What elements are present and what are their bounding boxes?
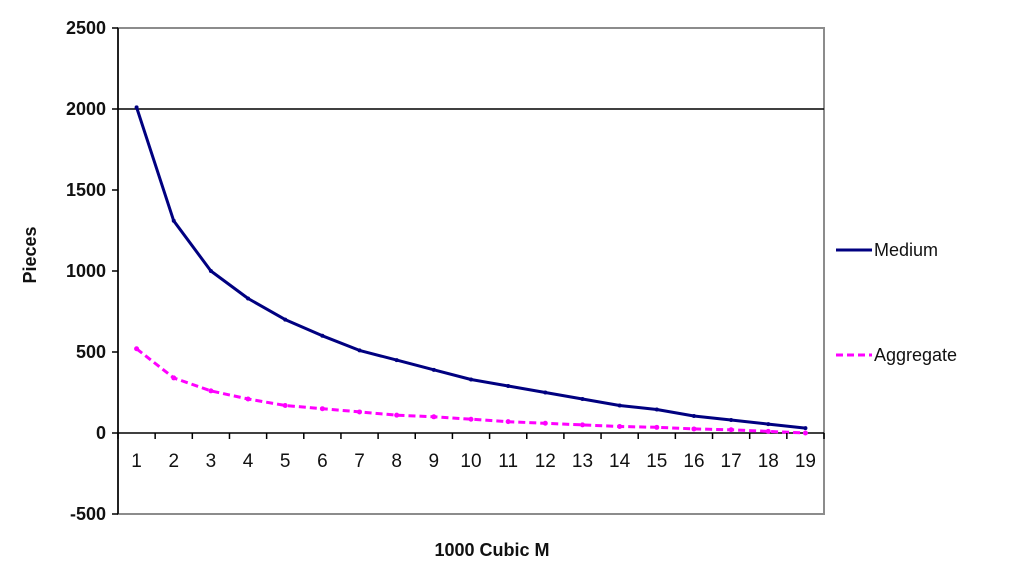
data-point-medium <box>617 403 622 408</box>
y-axis-title: Pieces <box>20 226 40 283</box>
data-point-medium <box>394 358 399 363</box>
x-tick-label: 18 <box>758 451 779 472</box>
data-point-medium <box>729 418 734 423</box>
y-tick-label: 2000 <box>66 99 106 119</box>
data-point-aggregate <box>802 430 808 436</box>
data-point-medium <box>431 367 436 372</box>
data-point-aggregate <box>542 420 548 426</box>
x-tick-label: 16 <box>683 451 704 472</box>
x-tick-label: 3 <box>206 451 217 472</box>
x-tick-label: 15 <box>646 451 667 472</box>
data-point-aggregate <box>691 426 697 432</box>
x-tick-label: 9 <box>429 451 440 472</box>
data-point-medium <box>506 384 511 389</box>
data-point-aggregate <box>579 422 585 428</box>
y-tick-label: -500 <box>70 504 106 524</box>
y-tick-label: 0 <box>96 423 106 443</box>
x-tick-label: 5 <box>280 451 291 472</box>
x-tick-label: 13 <box>572 451 593 472</box>
data-point-medium <box>766 422 771 427</box>
data-point-aggregate <box>505 419 511 425</box>
data-point-medium <box>246 296 251 301</box>
data-point-aggregate <box>171 375 177 381</box>
data-point-aggregate <box>468 416 474 422</box>
x-tick-label: 10 <box>460 451 481 472</box>
data-point-aggregate <box>282 402 288 408</box>
data-point-medium <box>320 333 325 338</box>
x-tick-label: 12 <box>535 451 556 472</box>
data-point-aggregate <box>357 409 363 415</box>
x-tick-label: 4 <box>243 451 254 472</box>
y-tick-label: 2500 <box>66 18 106 38</box>
data-point-aggregate <box>765 428 771 434</box>
data-point-medium <box>357 348 362 353</box>
x-tick-label: 8 <box>391 451 402 472</box>
data-point-medium <box>580 396 585 401</box>
x-tick-label: 17 <box>721 451 742 472</box>
data-point-aggregate <box>728 427 734 433</box>
legend: Medium Aggregate <box>836 240 957 365</box>
x-tick-label: 7 <box>354 451 365 472</box>
data-point-medium <box>654 407 659 412</box>
data-point-aggregate <box>134 346 140 352</box>
y-tick-label: 1000 <box>66 261 106 281</box>
data-point-aggregate <box>617 424 623 430</box>
data-point-aggregate <box>319 406 325 412</box>
data-point-medium <box>171 218 176 223</box>
x-tick-label: 1 <box>131 451 142 472</box>
x-tick-label: 6 <box>317 451 328 472</box>
legend-label-aggregate: Aggregate <box>874 345 957 365</box>
x-tick-label: 14 <box>609 451 631 472</box>
data-point-medium <box>283 317 288 322</box>
data-point-medium <box>134 105 139 110</box>
x-axis-title: 1000 Cubic M <box>434 540 549 560</box>
y-tick-label: 1500 <box>66 180 106 200</box>
y-tick-label: 500 <box>76 342 106 362</box>
data-point-aggregate <box>208 388 214 394</box>
data-point-aggregate <box>654 424 660 430</box>
data-point-medium <box>691 413 696 418</box>
data-point-medium <box>469 377 473 382</box>
x-tick-label: 11 <box>498 451 518 472</box>
legend-label-medium: Medium <box>874 240 938 260</box>
data-point-aggregate <box>431 414 437 420</box>
data-point-aggregate <box>394 412 400 418</box>
x-tick-label: 19 <box>795 451 816 472</box>
data-point-medium <box>803 426 808 431</box>
data-point-medium <box>208 269 213 273</box>
data-point-aggregate <box>245 396 251 402</box>
plot-area <box>117 27 825 515</box>
x-tick-label: 2 <box>168 451 179 472</box>
data-point-medium <box>543 390 548 395</box>
